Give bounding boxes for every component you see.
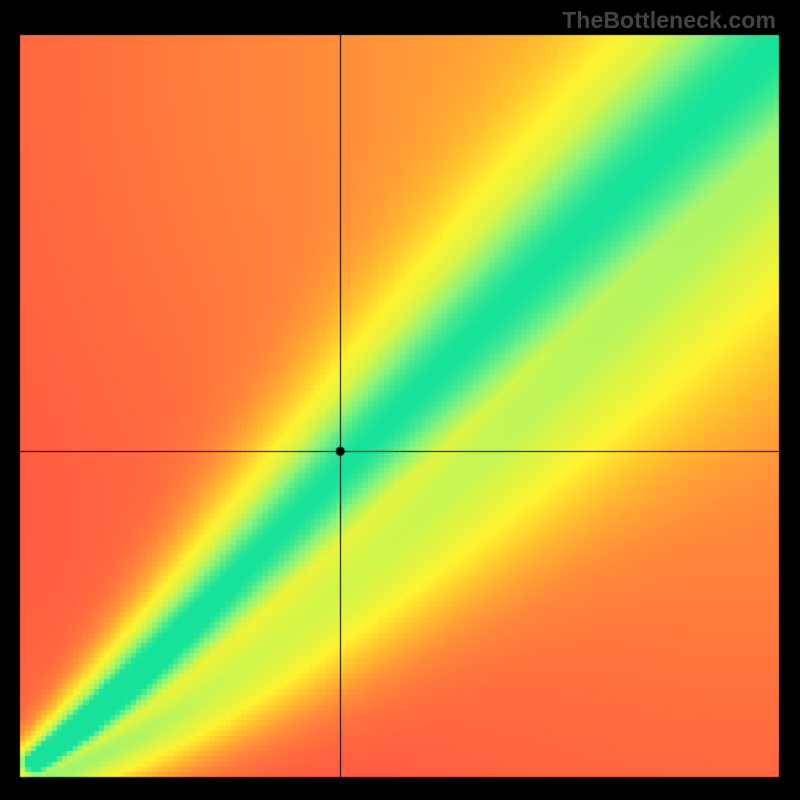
- chart-container: TheBottleneck.com: [0, 0, 800, 800]
- bottleneck-heatmap: [0, 0, 800, 800]
- watermark-text: TheBottleneck.com: [562, 7, 776, 34]
